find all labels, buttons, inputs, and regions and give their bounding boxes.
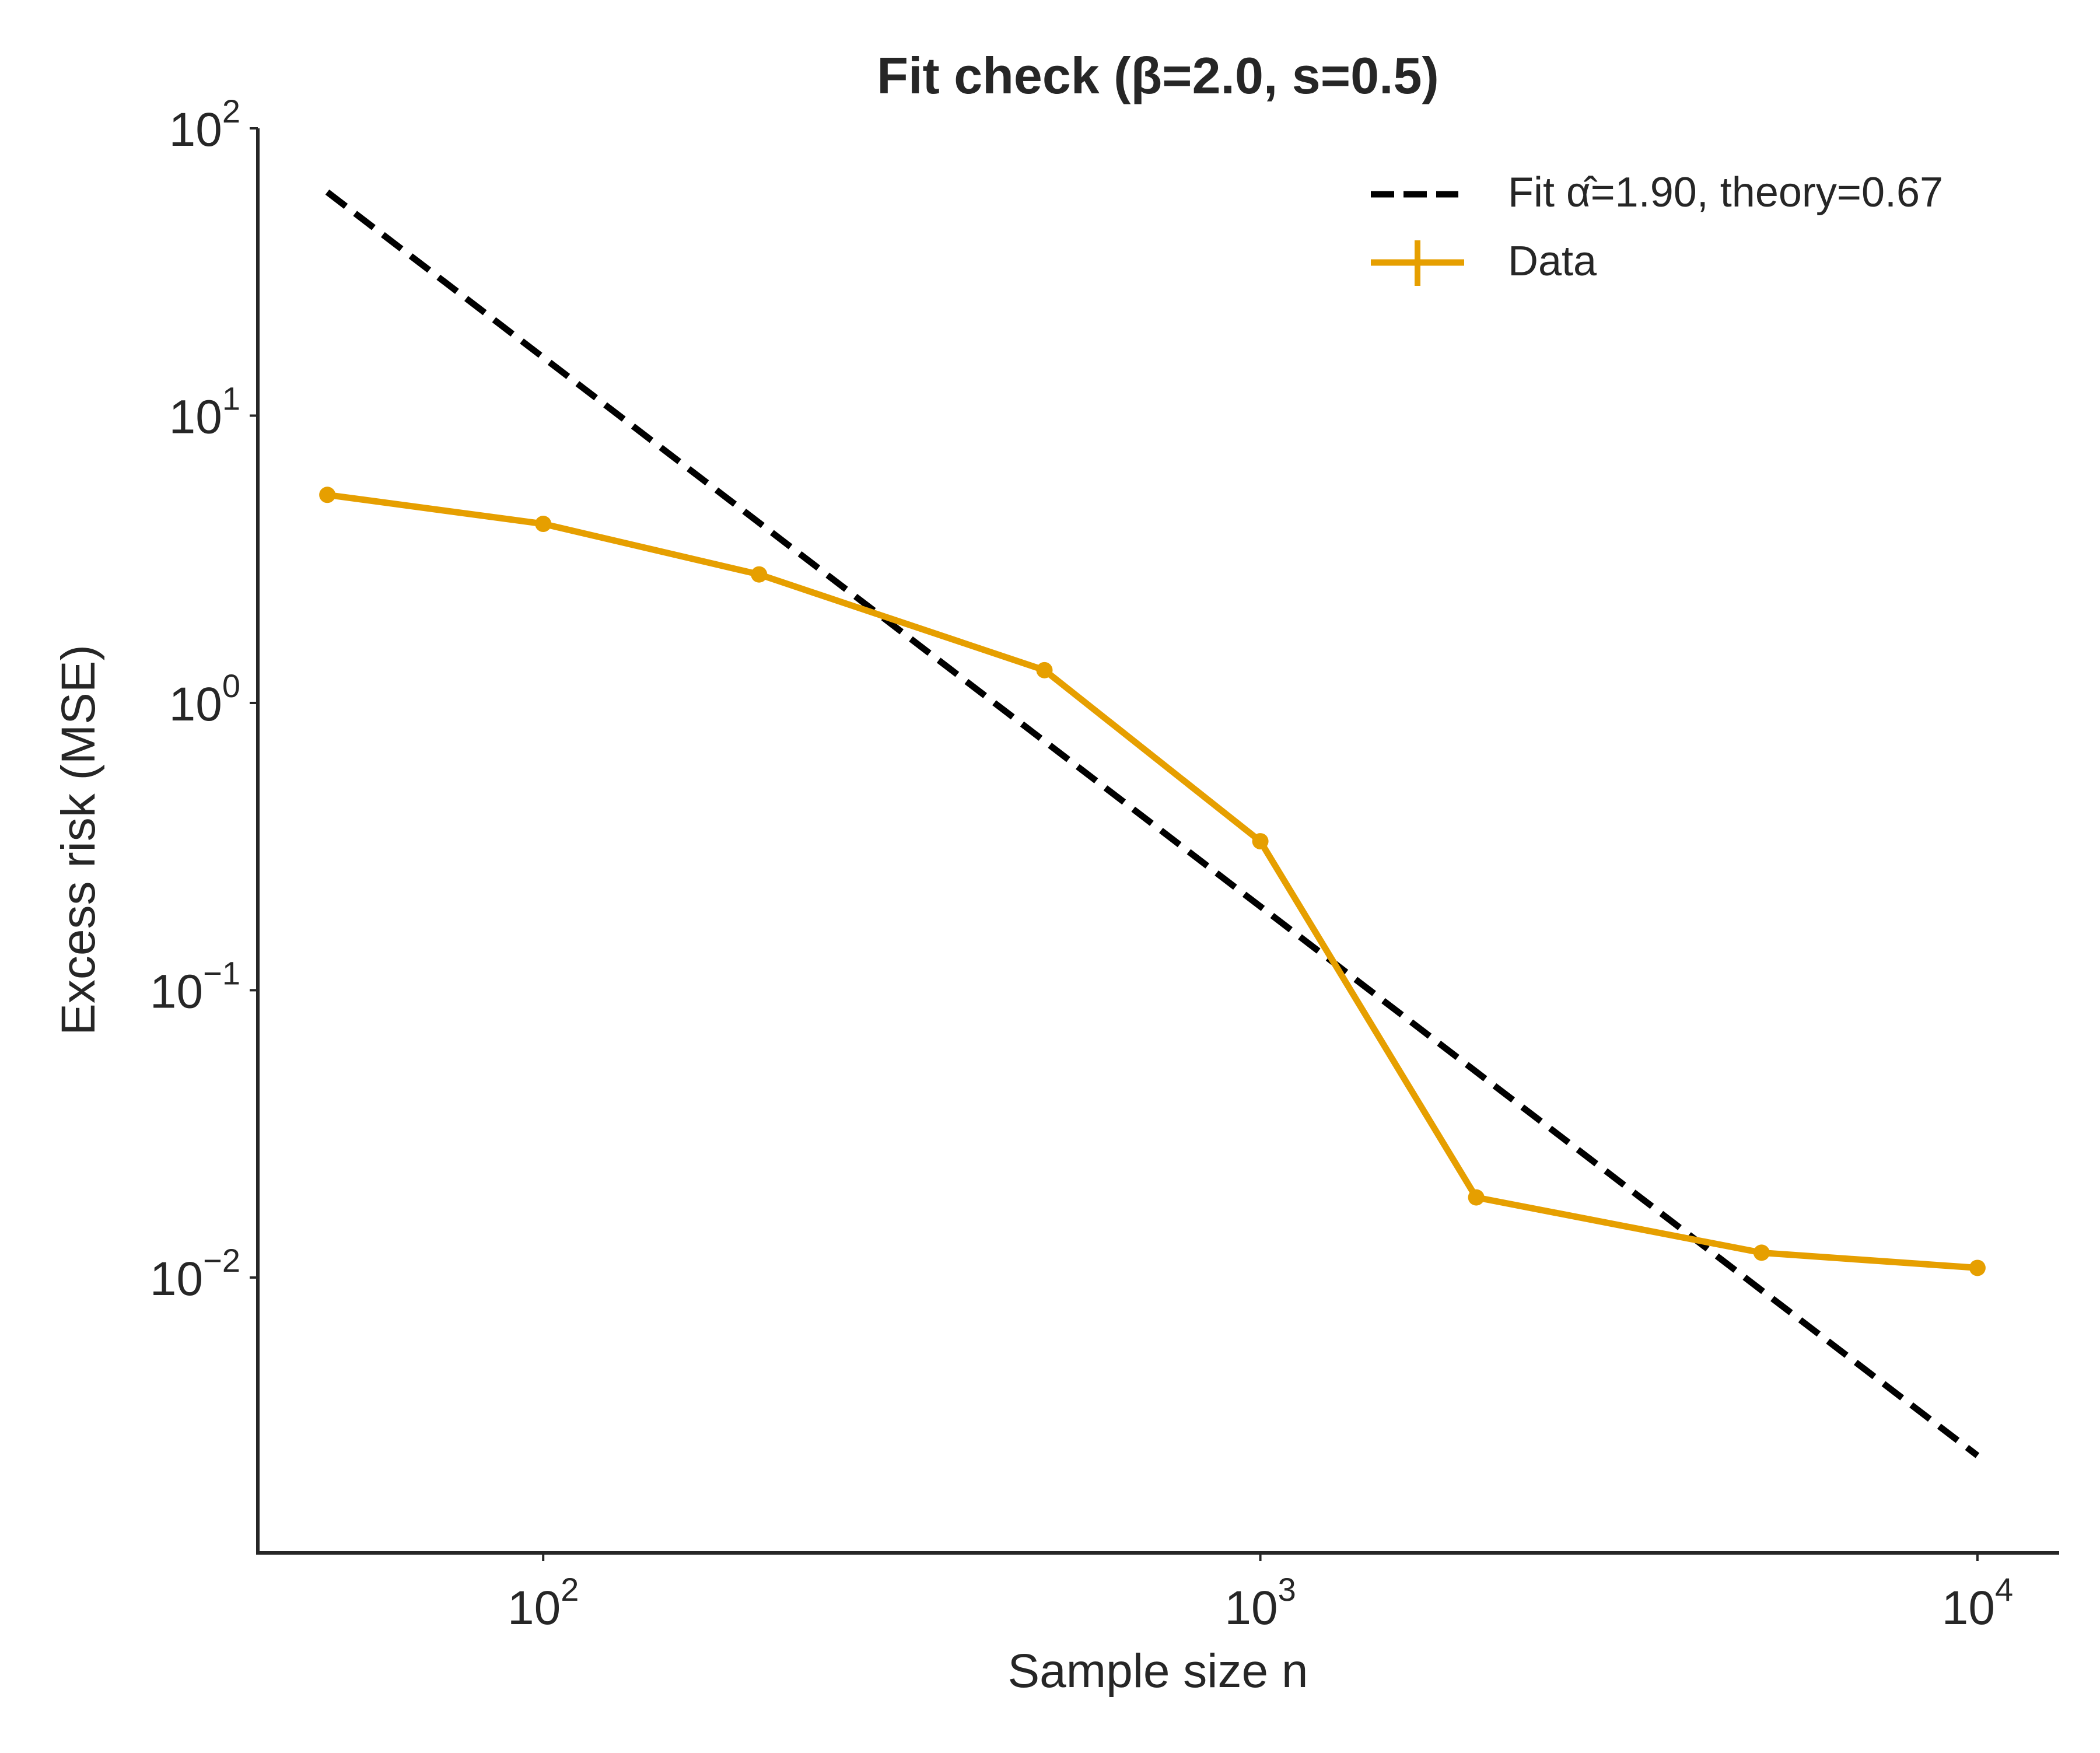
plot-area [319,189,1986,1458]
data-point [319,487,336,503]
legend-fit-label: Fit α̂=1.90, theory=0.67 [1508,169,1943,216]
data-point [535,516,552,533]
y-tick-label: 100 [169,667,240,731]
y-axis-label: Excess risk (MSE) [52,645,105,1035]
y-tick-label: 10−1 [150,954,240,1018]
x-tick-label: 102 [508,1571,579,1635]
legend-data-label: Data [1508,238,1597,285]
chart-title: Fit check (β=2.0, s=0.5) [877,47,1439,104]
data-point [1753,1244,1770,1261]
data-point [1468,1189,1485,1206]
data-point [1252,833,1269,850]
fit-series-line [325,189,1980,1458]
data-point [1036,662,1053,678]
y-tick-label: 101 [169,380,240,443]
x-axis-ticks: 102 103 104 [508,1553,2013,1635]
data-point [751,566,768,583]
y-axis-ticks: 102 101 100 10−1 10−2 [150,93,258,1306]
y-tick-label: 102 [169,93,240,156]
x-tick-label: 103 [1224,1571,1296,1635]
data-point [1969,1259,1986,1276]
x-axis-label: Sample size n [1007,1644,1308,1698]
x-tick-label: 104 [1942,1571,2013,1635]
data-series-line [327,491,1978,1271]
legend: Fit α̂=1.90, theory=0.67 Data [1371,169,1943,286]
y-tick-label: 10−2 [150,1242,240,1306]
